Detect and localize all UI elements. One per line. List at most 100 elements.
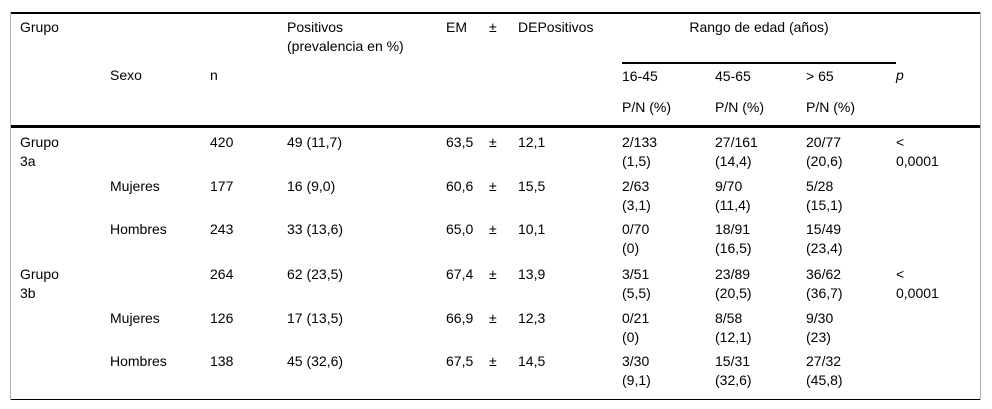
cell-positivos: 16 (9,0)	[287, 178, 336, 194]
cell-grupo	[20, 309, 110, 352]
cell-age-16-45: 3/30 (9,1)	[622, 352, 715, 399]
cell-plusminus: ±	[489, 353, 497, 369]
subheader-pn-45-65: P/N (%)	[715, 99, 764, 115]
table-header-rule	[10, 125, 981, 128]
cell-plusminus: ±	[489, 221, 497, 237]
cell-plusminus: ±	[489, 266, 497, 282]
col-header-age-over-65: > 65	[806, 68, 834, 84]
subheader-pn-16-45: P/N (%)	[622, 99, 671, 115]
cell-age-16-45: 0/21 (0)	[622, 309, 715, 352]
cell-de: 12,3	[518, 310, 546, 326]
col-header-plusminus: ±	[489, 19, 497, 35]
cell-sexo: Hombres	[110, 353, 167, 369]
table-body: Grupo 3a 420 49 (11,7) 63,5 ± 12,1 2/133…	[20, 133, 982, 399]
pct-value: (11,4)	[715, 197, 751, 213]
pct-value: (9,1)	[622, 372, 651, 388]
cell-age-16-45: 3/51 (5,5)	[622, 265, 715, 309]
cell-positivos: 62 (23,5)	[287, 266, 344, 282]
table-top-rule	[10, 12, 981, 14]
cell-age-over-65: 15/49 (23,4)	[806, 220, 896, 265]
pn-value: 18/91	[715, 221, 751, 237]
cell-age-over-65: 36/62 (36,7)	[806, 265, 896, 309]
cell-age-over-65: 20/77 (20,6)	[806, 133, 896, 177]
pn-value: 9/30	[806, 310, 834, 326]
table-header: Grupo Positivos (prevalencia en %) EM ± …	[20, 12, 982, 122]
cell-n: 138	[210, 353, 234, 369]
pn-value: 15/49	[806, 221, 842, 237]
col-header-p: p	[896, 67, 904, 83]
cell-p-value	[896, 177, 982, 220]
pn-value: 9/70	[715, 178, 743, 194]
cell-sexo	[110, 265, 210, 309]
pn-value: 2/133	[622, 134, 658, 150]
pct-value: (0)	[622, 329, 640, 345]
col-header-em: EM	[446, 19, 467, 35]
pn-value: 0/21	[622, 310, 650, 326]
cell-em: 60,6	[446, 178, 474, 194]
cell-p-value	[896, 352, 982, 399]
pn-value: 20/77	[806, 134, 842, 150]
cell-age-45-65: 15/31 (32,6)	[715, 352, 806, 399]
pn-value: 0/70	[622, 221, 650, 237]
cell-positivos: 33 (13,6)	[287, 221, 344, 237]
cell-p-value: < 0,0001	[896, 266, 939, 301]
cell-grupo	[20, 177, 110, 220]
pn-value: 15/31	[715, 353, 751, 369]
pct-value: (20,6)	[806, 153, 843, 169]
cell-positivos: 17 (13,5)	[287, 310, 344, 326]
pct-value: (0)	[622, 240, 640, 256]
pn-value: 23/89	[715, 266, 751, 282]
subheader-pn-over-65: P/N (%)	[806, 99, 855, 115]
col-header-grupo: Grupo	[20, 19, 59, 35]
cell-grupo: Grupo 3b	[20, 266, 59, 301]
table-row-3b-mujeres: Mujeres 126 17 (13,5) 66,9 ± 12,3 0/21 (0…	[20, 309, 982, 352]
cell-age-45-65: 23/89 (20,5)	[715, 265, 806, 309]
pct-value: (20,5)	[715, 285, 752, 301]
cell-age-over-65: 27/32 (45,8)	[806, 352, 896, 399]
cell-sexo	[110, 133, 210, 177]
table-left-edge	[10, 12, 11, 400]
cell-age-over-65: 5/28 (15,1)	[806, 177, 896, 220]
table-right-edge	[980, 12, 981, 400]
cell-p-value	[896, 309, 982, 352]
table-row-grupo-3a: Grupo 3a 420 49 (11,7) 63,5 ± 12,1 2/133…	[20, 133, 982, 177]
cell-de: 14,5	[518, 353, 546, 369]
pn-value: 2/63	[622, 178, 650, 194]
cell-age-over-65: 9/30 (23)	[806, 309, 896, 352]
cell-positivos: 45 (32,6)	[287, 353, 344, 369]
cell-de: 12,1	[518, 134, 546, 150]
table-bottom-rule	[10, 398, 981, 400]
pn-value: 27/32	[806, 353, 842, 369]
cell-de: 10,1	[518, 221, 546, 237]
cell-grupo: Grupo 3a	[20, 134, 59, 169]
pct-value: (32,6)	[715, 372, 752, 388]
header-row-3: P/N (%) P/N (%) P/N (%)	[20, 98, 982, 122]
pct-value: (12,1)	[715, 329, 752, 345]
cell-n: 264	[210, 266, 234, 282]
cell-de: 13,9	[518, 266, 546, 282]
pn-value: 36/62	[806, 266, 842, 282]
pct-value: (5,5)	[622, 285, 651, 301]
col-header-rango-edad: Rango de edad (años)	[622, 12, 897, 64]
col-header-n: n	[210, 67, 218, 83]
header-row-1: Grupo Positivos (prevalencia en %) EM ± …	[20, 12, 982, 64]
pn-value: 8/58	[715, 310, 743, 326]
cell-em: 66,9	[446, 310, 474, 326]
cell-sexo: Hombres	[110, 221, 167, 237]
cell-age-16-45: 2/133 (1,5)	[622, 133, 715, 177]
cell-n: 420	[210, 134, 234, 150]
cell-em: 67,4	[446, 266, 474, 282]
col-header-positivos: Positivos (prevalencia en %)	[287, 19, 404, 54]
cell-grupo	[20, 352, 110, 399]
table-row-3b-hombres: Hombres 138 45 (32,6) 67,5 ± 14,5 3/30 (9…	[20, 352, 982, 399]
pn-value: 3/30	[622, 353, 650, 369]
pct-value: (15,1)	[806, 197, 843, 213]
cell-de: 15,5	[518, 178, 546, 194]
cell-grupo	[20, 220, 110, 265]
pct-value: (23)	[806, 329, 831, 345]
table-row-3a-mujeres: Mujeres 177 16 (9,0) 60,6 ± 15,5 2/63 (3,…	[20, 177, 982, 220]
cell-p-value	[896, 220, 982, 265]
cell-age-16-45: 2/63 (3,1)	[622, 177, 715, 220]
cell-positivos: 49 (11,7)	[287, 134, 342, 150]
